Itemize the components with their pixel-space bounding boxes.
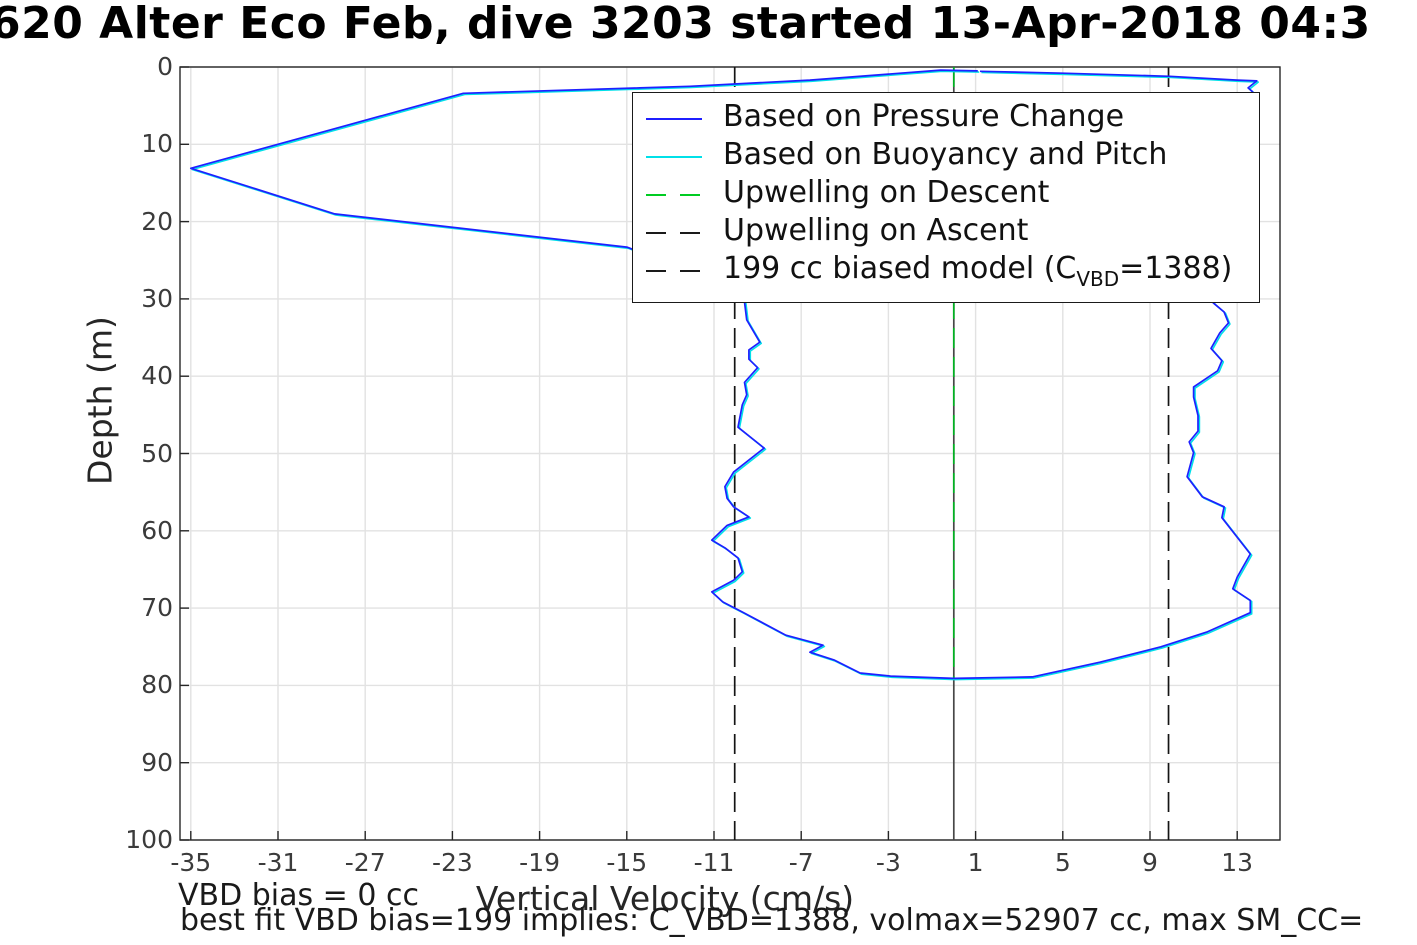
legend-item-label: Upwelling on Descent: [723, 175, 1050, 210]
y-tick-label: 30: [141, 283, 173, 313]
x-tick-label: -23: [431, 848, 473, 877]
y-tick-label: 90: [141, 747, 173, 777]
legend-dashed-line-sample: [646, 194, 702, 196]
vbd-bias-annotation: VBD bias = 0 cc: [178, 878, 419, 913]
x-tick-label: -11: [693, 848, 735, 877]
x-tick-label: 1: [967, 848, 984, 877]
x-tick-label: 9: [1142, 848, 1158, 877]
x-tick-label: -35: [170, 848, 212, 877]
y-tick-label: 20: [141, 206, 173, 236]
legend-item-label: 199 cc biased model (CVBD=1388): [723, 251, 1233, 291]
x-tick-label: -27: [344, 848, 386, 877]
legend-line-sample: [646, 118, 702, 120]
x-tick-label: 13: [1221, 848, 1254, 877]
legend-item: Based on Pressure Change: [633, 99, 1259, 138]
legend-dashed-line-sample: [646, 232, 702, 234]
y-tick-label: 60: [141, 515, 173, 545]
x-tick-label: -15: [606, 848, 648, 877]
y-tick-label: 50: [141, 438, 173, 468]
y-tick-label: 70: [141, 593, 173, 623]
legend-item: 199 cc biased model (CVBD=1388): [633, 251, 1259, 291]
y-tick-label: 0: [157, 52, 173, 81]
figure-title: 620 Alter Eco Feb, dive 3203 started 13-…: [0, 0, 1371, 49]
x-axis-label: Vertical Velocity (cm/s): [475, 879, 855, 918]
legend-line-sample: [646, 156, 702, 158]
legend-box: Based on Pressure Change Based on Buoyanc…: [632, 92, 1260, 303]
legend-item-label: Based on Pressure Change: [723, 99, 1125, 134]
legend-item: Based on Buoyancy and Pitch: [633, 137, 1259, 176]
best-fit-annotation: best fit VBD bias=199 implies: C_VBD=138…: [180, 903, 1364, 938]
legend-item: Upwelling on Ascent: [633, 213, 1259, 252]
series-pressure-change-line: [189, 69, 1258, 680]
legend-item-label: Upwelling on Ascent: [723, 213, 1029, 248]
x-tick-label: -19: [519, 848, 561, 877]
y-tick-label: 100: [125, 825, 173, 854]
y-tick-label: 40: [141, 361, 173, 391]
x-tick-label: -7: [788, 848, 814, 877]
x-tick-label: 5: [1054, 848, 1071, 877]
legend-item-label: Based on Buoyancy and Pitch: [723, 137, 1168, 172]
y-tick-label: 80: [141, 670, 173, 700]
y-tick-label: 10: [141, 129, 173, 159]
x-tick-label: -31: [257, 848, 299, 877]
legend-dashed-line-sample: [646, 270, 702, 272]
legend-item: Upwelling on Descent: [633, 175, 1259, 214]
x-tick-label: -3: [875, 848, 901, 877]
